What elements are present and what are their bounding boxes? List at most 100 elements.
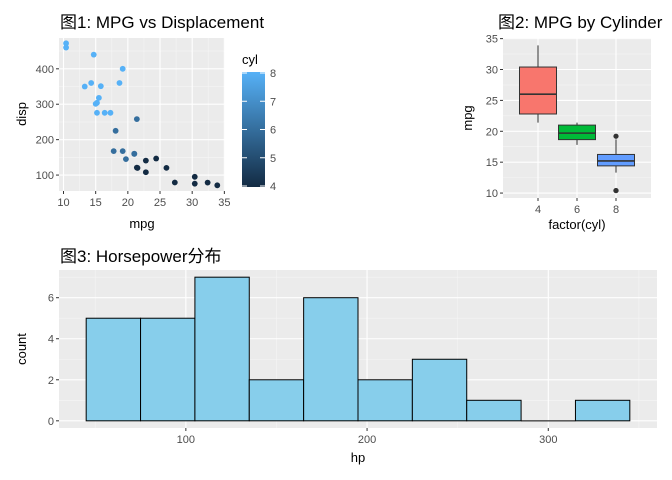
scatter-point — [191, 173, 198, 180]
histogram-bar — [466, 399, 522, 422]
x-tick-label: 100 — [177, 434, 195, 446]
scatter-point — [119, 148, 126, 155]
scatter-point — [88, 80, 95, 86]
legend-colorbar — [242, 72, 265, 187]
y-tick-label: 15 — [486, 157, 498, 169]
y-tick-label: 10 — [486, 188, 498, 200]
scatter-point — [95, 94, 102, 101]
histogram-bar — [574, 399, 631, 422]
y-tick-label: 4 — [48, 334, 54, 346]
histogram-bar — [411, 358, 468, 422]
scatter-point — [191, 180, 198, 187]
x-tick-label: 4 — [535, 204, 541, 216]
scatter-point — [94, 109, 100, 116]
scatter-point — [63, 44, 69, 51]
scatter-point — [131, 150, 138, 157]
scatter-point — [92, 100, 99, 107]
histogram-bar — [194, 276, 250, 422]
scatter-point — [119, 65, 126, 72]
x-tick-label: 20 — [122, 197, 134, 209]
histogram-bar — [248, 379, 305, 422]
scatter-point — [63, 40, 69, 47]
chart2-grid — [503, 38, 651, 198]
scatter-point — [90, 51, 97, 58]
scatter-point — [142, 157, 149, 164]
chart-mpg-vs-displacement: 图1: MPG vs Displacement 10 15 20 25 30 35 100… — [14, 13, 276, 231]
chart2-x-ticks: 4 6 8 — [535, 198, 619, 216]
scatter-point — [153, 155, 160, 162]
scatter-point — [214, 182, 221, 189]
box-outlier — [613, 133, 619, 139]
chart3-title: 图3: Horsepower分布 — [60, 247, 222, 266]
x-tick-label: 30 — [186, 197, 198, 209]
legend-ticks: 4 5 6 7 8 — [242, 68, 276, 193]
y-tick-label: 25 — [486, 95, 498, 107]
chart-mpg-by-cylinder: 图2: MPG by Cylinder 4 6 8 10 15 20 25 30 35 fac… — [460, 13, 663, 232]
chart1-points — [63, 40, 221, 189]
scatter-point — [110, 148, 117, 155]
legend-tick-label: 5 — [270, 153, 276, 165]
chart2-x-label: factor(cyl) — [548, 217, 605, 232]
chart3-y-label: count — [14, 333, 29, 365]
y-tick-label: 35 — [486, 34, 498, 46]
scatter-point — [171, 179, 178, 186]
histogram-bar — [85, 317, 142, 422]
box-4 — [519, 45, 557, 123]
chart3-x-ticks: 100 200 300 — [177, 428, 557, 446]
x-tick-label: 25 — [154, 197, 166, 209]
chart3-bars — [85, 276, 631, 422]
histogram-bar — [357, 379, 413, 422]
x-tick-label: 6 — [574, 204, 580, 216]
scatter-point — [142, 169, 149, 176]
y-tick-label: 300 — [36, 99, 54, 111]
chart1-y-label: disp — [14, 102, 29, 126]
y-tick-label: 200 — [36, 135, 54, 147]
legend-tick-label: 4 — [270, 181, 276, 193]
legend-tick-label: 8 — [270, 68, 276, 80]
box-6 — [558, 122, 596, 145]
chart2-title: 图2: MPG by Cylinder — [498, 13, 663, 32]
legend-tick-label: 6 — [270, 125, 276, 137]
histogram-bar — [140, 317, 196, 422]
chart-horsepower-distribution: 图3: Horsepower分布 100 200 300 0 2 4 6 hp count — [14, 247, 657, 465]
chart1-y-ticks: 100 200 300 400 — [36, 64, 59, 182]
scatter-point — [123, 156, 129, 163]
x-tick-label: 15 — [90, 197, 102, 209]
scatter-point — [116, 80, 123, 86]
y-tick-label: 20 — [486, 126, 498, 138]
y-tick-label: 30 — [486, 65, 498, 77]
scatter-point — [112, 127, 119, 134]
chart1-x-label: mpg — [129, 216, 154, 231]
scatter-point — [163, 164, 170, 171]
chart2-boxes — [519, 45, 635, 194]
histogram-bar — [303, 297, 359, 422]
chart1-panel — [59, 38, 225, 191]
y-tick-label: 6 — [48, 293, 54, 305]
chart1-x-ticks: 10 15 20 25 30 35 — [57, 191, 230, 209]
scatter-point — [97, 83, 104, 90]
scatter-point — [81, 83, 88, 90]
y-tick-label: 0 — [48, 416, 54, 428]
x-tick-label: 200 — [358, 434, 376, 446]
box-outlier — [613, 187, 619, 194]
scatter-point — [133, 116, 140, 123]
x-tick-label: 300 — [539, 434, 557, 446]
x-tick-label: 10 — [57, 197, 69, 209]
scatter-point — [107, 109, 114, 116]
y-tick-label: 100 — [36, 170, 54, 182]
chart1-grid — [59, 38, 225, 191]
chart3-y-ticks: 0 2 4 6 — [48, 293, 59, 428]
chart3-x-label: hp — [351, 450, 365, 465]
y-tick-label: 400 — [36, 64, 54, 76]
scatter-point — [133, 164, 140, 171]
x-tick-label: 8 — [613, 204, 619, 216]
legend-tick-label: 7 — [270, 96, 276, 108]
y-tick-label: 2 — [48, 375, 54, 387]
legend-title: cyl — [242, 52, 258, 67]
chart1-title: 图1: MPG vs Displacement — [60, 13, 264, 32]
scatter-point — [204, 179, 211, 186]
box-8 — [597, 133, 635, 194]
chart2-y-label: mpg — [460, 105, 475, 130]
x-tick-label: 35 — [218, 197, 230, 209]
